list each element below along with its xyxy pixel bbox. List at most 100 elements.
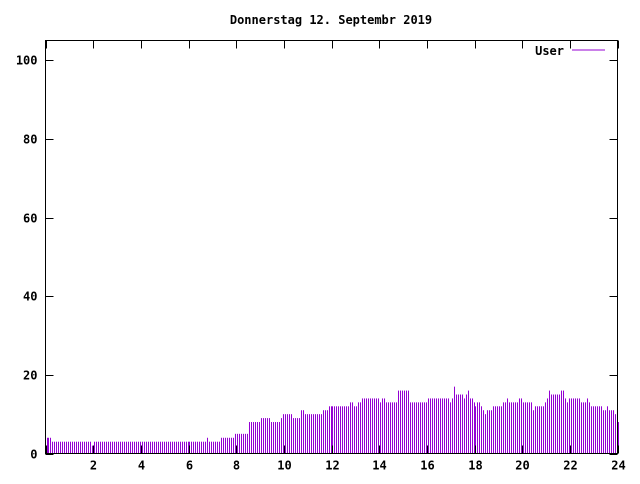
bar	[120, 441, 121, 454]
bar	[104, 441, 105, 454]
bar	[424, 402, 425, 454]
bar	[523, 402, 524, 454]
bar	[477, 402, 478, 454]
bar	[251, 422, 252, 454]
bar	[62, 441, 63, 454]
bar	[311, 414, 312, 454]
bar	[72, 441, 73, 454]
bar	[579, 398, 580, 454]
bar	[448, 398, 449, 454]
x-tick-label: 20	[515, 459, 529, 473]
bar	[130, 441, 131, 454]
bar	[297, 418, 298, 454]
legend-label-user: User	[535, 44, 564, 58]
bar	[438, 398, 439, 454]
x-tick-label: 22	[563, 459, 577, 473]
bar	[549, 390, 550, 454]
bar	[108, 441, 109, 454]
bar	[168, 441, 169, 454]
bar	[154, 441, 155, 454]
bar	[613, 410, 614, 454]
bar	[313, 414, 314, 454]
bar	[195, 441, 196, 454]
bar	[273, 422, 274, 454]
bar	[561, 390, 562, 454]
bar	[84, 441, 85, 454]
bar	[515, 402, 516, 454]
bar	[511, 402, 512, 454]
bar	[577, 398, 578, 454]
bar	[607, 406, 608, 454]
bar	[148, 441, 149, 454]
bar	[235, 433, 236, 454]
bar	[170, 441, 171, 454]
bar	[82, 441, 83, 454]
plot-border	[45, 40, 618, 454]
bar	[122, 441, 123, 454]
bar	[553, 394, 554, 454]
bar	[416, 402, 417, 454]
x-tick-label: 10	[277, 459, 291, 473]
bar	[281, 418, 282, 454]
bar	[491, 410, 492, 454]
bar	[271, 422, 272, 454]
bar	[581, 402, 582, 454]
bar	[174, 441, 175, 454]
bar	[386, 402, 387, 454]
bar	[126, 441, 127, 454]
bar	[378, 398, 379, 454]
x-tick-label: 8	[233, 459, 240, 473]
bar	[233, 437, 234, 454]
bar	[152, 441, 153, 454]
bar	[54, 441, 55, 454]
bar	[186, 441, 187, 454]
bar	[321, 414, 322, 454]
bar	[287, 414, 288, 454]
bar	[464, 398, 465, 454]
bar	[575, 398, 576, 454]
y-tick-label: 80	[23, 133, 37, 147]
bar	[599, 406, 600, 454]
bar	[348, 406, 349, 454]
bar	[217, 441, 218, 454]
bar	[138, 441, 139, 454]
bar	[388, 402, 389, 454]
bar	[201, 441, 202, 454]
bar	[571, 398, 572, 454]
bar	[589, 402, 590, 454]
bar	[182, 441, 183, 454]
bar	[247, 433, 248, 454]
bar	[207, 437, 208, 454]
bar	[519, 398, 520, 454]
bar	[527, 402, 528, 454]
bar	[559, 394, 560, 454]
bar	[239, 433, 240, 454]
bar	[309, 414, 310, 454]
bar	[301, 410, 302, 454]
x-tick-label: 14	[372, 459, 386, 473]
bar	[265, 418, 266, 454]
bar	[279, 422, 280, 454]
bar	[98, 441, 99, 454]
bar	[211, 441, 212, 454]
bar	[489, 410, 490, 454]
bar	[334, 406, 335, 454]
bar	[88, 441, 89, 454]
bar	[184, 441, 185, 454]
bar	[102, 441, 103, 454]
bar	[400, 390, 401, 454]
bar	[112, 441, 113, 454]
bar	[66, 441, 67, 454]
bar	[118, 441, 119, 454]
bar	[291, 414, 292, 454]
bar	[569, 398, 570, 454]
x-tick-label: 18	[468, 459, 482, 473]
x-tick-label: 12	[325, 459, 339, 473]
bar	[241, 433, 242, 454]
bar	[176, 441, 177, 454]
bar	[237, 433, 238, 454]
y-tick-label: 60	[23, 212, 37, 226]
bar	[134, 441, 135, 454]
bar	[618, 422, 619, 454]
bar	[418, 402, 419, 454]
